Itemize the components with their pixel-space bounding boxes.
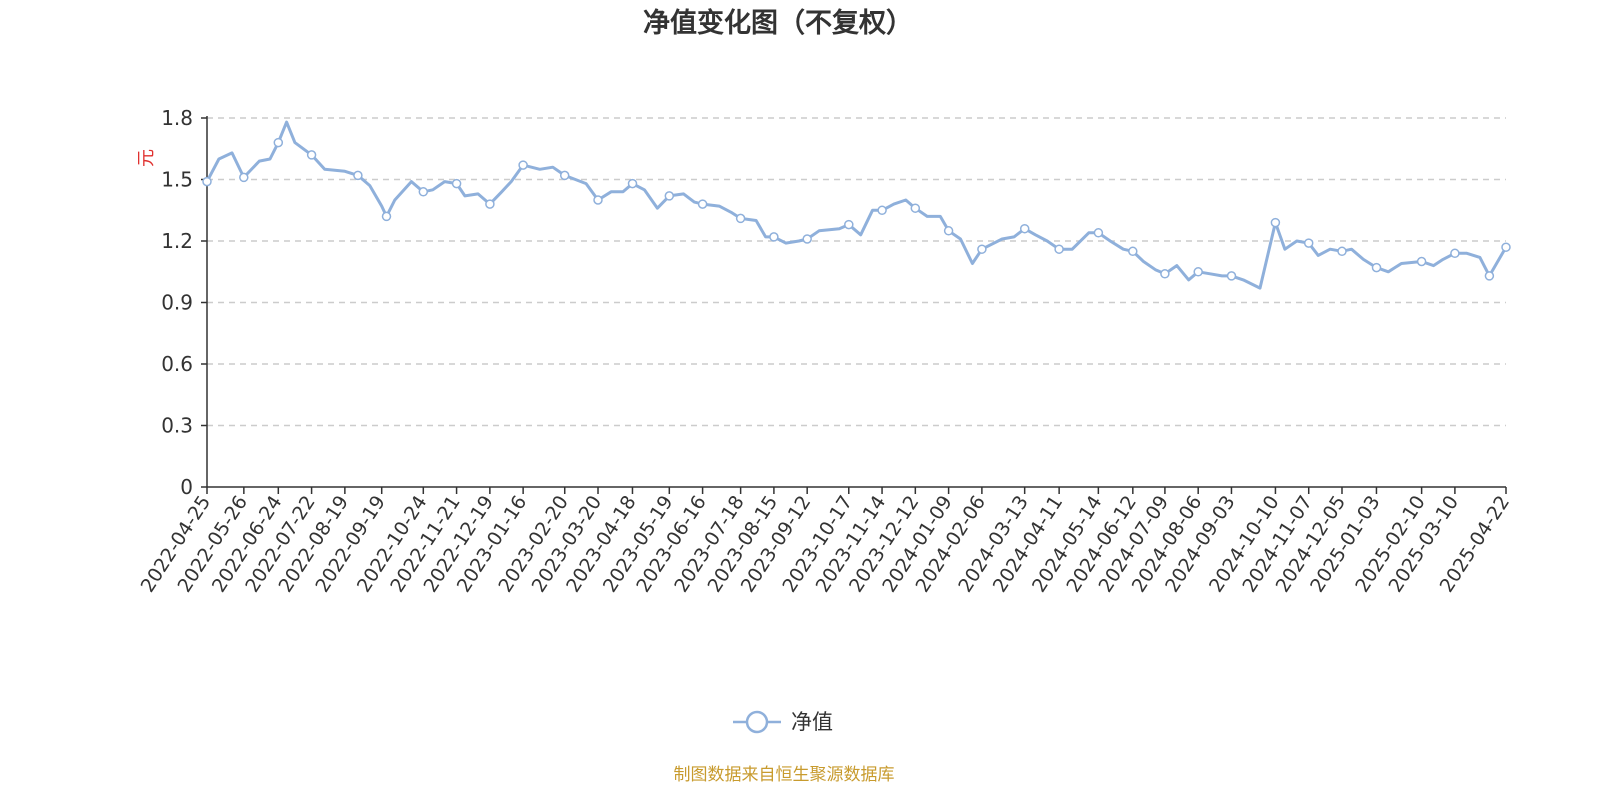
data-point[interactable] xyxy=(735,213,746,224)
data-point[interactable] xyxy=(1371,262,1382,273)
data-point[interactable] xyxy=(418,187,429,197)
y-tick-label: 0.3 xyxy=(161,414,193,438)
data-point[interactable] xyxy=(1226,271,1237,281)
data-point[interactable] xyxy=(518,160,528,170)
data-point[interactable] xyxy=(1337,246,1347,257)
data-point[interactable] xyxy=(943,226,954,236)
legend[interactable]: 净值 xyxy=(733,710,833,734)
y-tick-label: 1.5 xyxy=(161,168,193,192)
data-point[interactable] xyxy=(593,195,603,205)
chart-title: 净值变化图（不复权） xyxy=(643,7,913,39)
data-point[interactable] xyxy=(202,176,212,187)
data-point[interactable] xyxy=(1450,248,1460,259)
y-tick-label: 0 xyxy=(180,475,193,499)
legend-label: 净值 xyxy=(791,710,833,734)
data-point[interactable] xyxy=(877,205,887,216)
data-point[interactable] xyxy=(451,178,462,189)
series-layer xyxy=(202,120,1511,290)
data-point[interactable] xyxy=(1270,217,1281,228)
data-point[interactable] xyxy=(559,170,570,181)
y-axis-label: 元 xyxy=(136,149,157,167)
data-point[interactable] xyxy=(1093,228,1104,238)
data-point[interactable] xyxy=(1303,238,1314,248)
data-point[interactable] xyxy=(802,234,812,244)
data-point[interactable] xyxy=(1501,242,1511,252)
data-point[interactable] xyxy=(844,219,854,230)
grid-lines xyxy=(207,117,1506,427)
data-point[interactable] xyxy=(353,170,363,181)
data-point[interactable] xyxy=(1054,244,1064,254)
y-tick-label: 1.2 xyxy=(161,229,193,253)
data-source-note: 制图数据来自恒生聚源数据库 xyxy=(674,765,895,785)
data-point[interactable] xyxy=(273,137,284,148)
data-point[interactable] xyxy=(697,199,708,209)
data-point[interactable] xyxy=(1160,269,1170,279)
data-point[interactable] xyxy=(1416,256,1427,267)
data-point[interactable] xyxy=(664,191,675,201)
data-point[interactable] xyxy=(485,199,495,209)
y-tick-label: 1.8 xyxy=(161,106,193,130)
data-point[interactable] xyxy=(1484,271,1495,281)
data-point[interactable] xyxy=(910,203,921,213)
data-point[interactable] xyxy=(381,211,392,222)
data-point[interactable] xyxy=(977,244,987,254)
data-point[interactable] xyxy=(1193,267,1203,277)
data-point[interactable] xyxy=(1128,246,1138,257)
data-point[interactable] xyxy=(769,232,779,242)
y-tick-label: 0.9 xyxy=(161,291,193,315)
data-point[interactable] xyxy=(306,150,317,160)
data-point[interactable] xyxy=(239,172,249,183)
y-tick-label: 0.6 xyxy=(161,352,193,376)
data-point[interactable] xyxy=(1019,223,1030,234)
data-point[interactable] xyxy=(627,178,638,189)
series-line-0 xyxy=(205,120,1508,290)
legend-marker xyxy=(745,710,769,734)
